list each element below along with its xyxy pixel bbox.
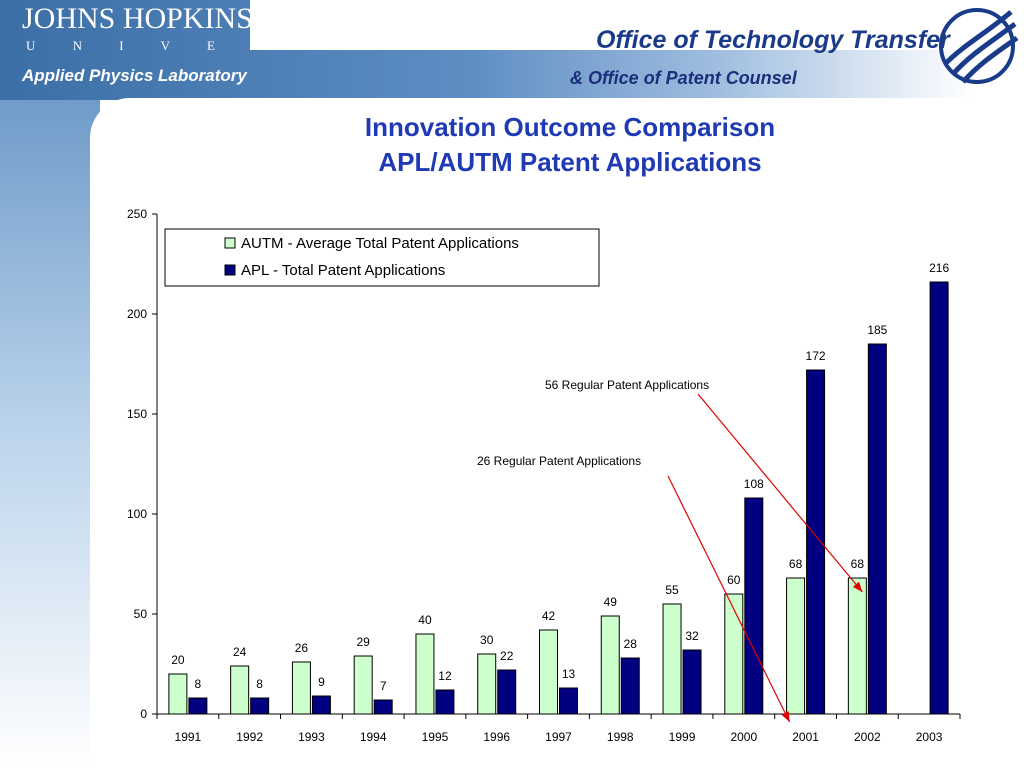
data-label-apl: 216 <box>929 261 949 275</box>
legend-label: APL - Total Patent Applications <box>241 262 445 279</box>
y-tick-label: 150 <box>127 407 147 421</box>
data-label-autm: 55 <box>665 583 679 597</box>
bar-autm <box>662 603 682 715</box>
x-tick-label: 1998 <box>607 730 634 744</box>
annotation-arrow-head <box>852 581 863 592</box>
bar-autm <box>600 615 620 715</box>
bar-apl <box>497 669 517 715</box>
university-name: JOHNS HOPKINS <box>22 2 253 35</box>
office-logo-icon <box>939 8 1019 84</box>
bar-apl <box>188 697 208 715</box>
annotation-arrow-line <box>697 393 863 593</box>
bar-autm <box>539 629 558 715</box>
x-tick-label: 2003 <box>916 730 943 744</box>
data-label-autm: 68 <box>851 557 865 571</box>
lab-name: Applied Physics Laboratory <box>22 66 247 85</box>
data-label-autm: 20 <box>171 653 185 667</box>
bar-apl <box>250 697 270 715</box>
x-tick-label: 1991 <box>175 730 202 744</box>
bar-apl <box>559 687 578 715</box>
data-label-apl: 22 <box>500 649 514 663</box>
data-label-autm: 49 <box>604 595 618 609</box>
y-tick-label: 50 <box>134 607 148 621</box>
bar-apl <box>682 649 702 715</box>
data-label-apl: 108 <box>744 477 764 491</box>
bar-autm <box>786 577 806 715</box>
legend-label: AUTM - Average Total Patent Applications <box>241 235 519 252</box>
data-label-autm: 26 <box>295 641 309 655</box>
university-word: U N I V E R S I T Y <box>26 38 455 53</box>
bar-autm <box>847 577 867 715</box>
bar-autm <box>415 633 435 715</box>
data-label-apl: 28 <box>624 637 638 651</box>
data-label-autm: 68 <box>789 557 803 571</box>
y-tick-label: 0 <box>140 707 147 721</box>
annotation-arrow-line <box>667 475 791 723</box>
data-label-apl: 32 <box>685 629 699 643</box>
y-tick-label: 100 <box>127 507 147 521</box>
x-tick-label: 1995 <box>422 730 449 744</box>
bar-apl <box>929 281 949 715</box>
bar-autm <box>353 655 373 715</box>
x-tick-label: 1997 <box>545 730 572 744</box>
header-white-panel <box>250 0 1024 50</box>
bar-apl <box>744 497 764 715</box>
bar-apl <box>435 689 455 715</box>
legend-swatch <box>224 264 236 276</box>
data-label-autm: 40 <box>418 613 432 627</box>
bar-autm <box>230 665 250 715</box>
bar-autm <box>168 673 188 715</box>
x-tick-label: 2001 <box>792 730 819 744</box>
y-tick-label: 200 <box>127 307 147 321</box>
x-tick-label: 1994 <box>360 730 387 744</box>
data-label-autm: 29 <box>357 635 371 649</box>
data-label-apl: 7 <box>380 679 387 693</box>
x-tick-label: 1992 <box>236 730 263 744</box>
data-label-apl: 9 <box>318 675 325 689</box>
office-subtitle: & Office of Patent Counsel <box>570 68 797 88</box>
slide-title-line2: APL/AUTM Patent Applications <box>378 147 762 177</box>
bar-apl <box>620 657 640 715</box>
bar-apl <box>806 369 826 715</box>
y-tick-label: 250 <box>127 207 147 221</box>
data-label-apl: 185 <box>867 323 887 337</box>
data-label-autm: 42 <box>542 609 556 623</box>
data-label-autm: 24 <box>233 645 247 659</box>
data-label-apl: 8 <box>256 677 263 691</box>
slide-title-line1: Innovation Outcome Comparison <box>364 112 776 142</box>
x-tick-label: 1993 <box>298 730 325 744</box>
annotation-arrow-head <box>781 711 790 722</box>
office-name: Office of Technology Transfer <box>596 26 950 54</box>
legend-swatch <box>224 237 236 249</box>
bar-apl <box>311 695 331 715</box>
data-label-apl: 13 <box>562 667 576 681</box>
data-label-apl: 12 <box>438 669 452 683</box>
x-tick-label: 2002 <box>854 730 881 744</box>
annotation-label: 56 Regular Patent Applications <box>545 378 709 392</box>
bar-apl <box>867 343 887 715</box>
bar-autm <box>477 653 497 715</box>
x-tick-label: 1996 <box>483 730 510 744</box>
legend-box <box>164 228 600 287</box>
left-gradient-strip <box>0 100 100 768</box>
x-tick-label: 1999 <box>669 730 696 744</box>
data-label-apl: 8 <box>195 677 202 691</box>
data-label-autm: 30 <box>480 633 494 647</box>
bar-autm <box>291 661 311 715</box>
x-tick-label: 2000 <box>730 730 757 744</box>
bar-autm <box>724 593 744 715</box>
data-label-autm: 60 <box>727 573 741 587</box>
bar-apl <box>373 699 393 715</box>
data-label-apl: 172 <box>806 349 826 363</box>
annotation-label: 26 Regular Patent Applications <box>477 454 641 468</box>
